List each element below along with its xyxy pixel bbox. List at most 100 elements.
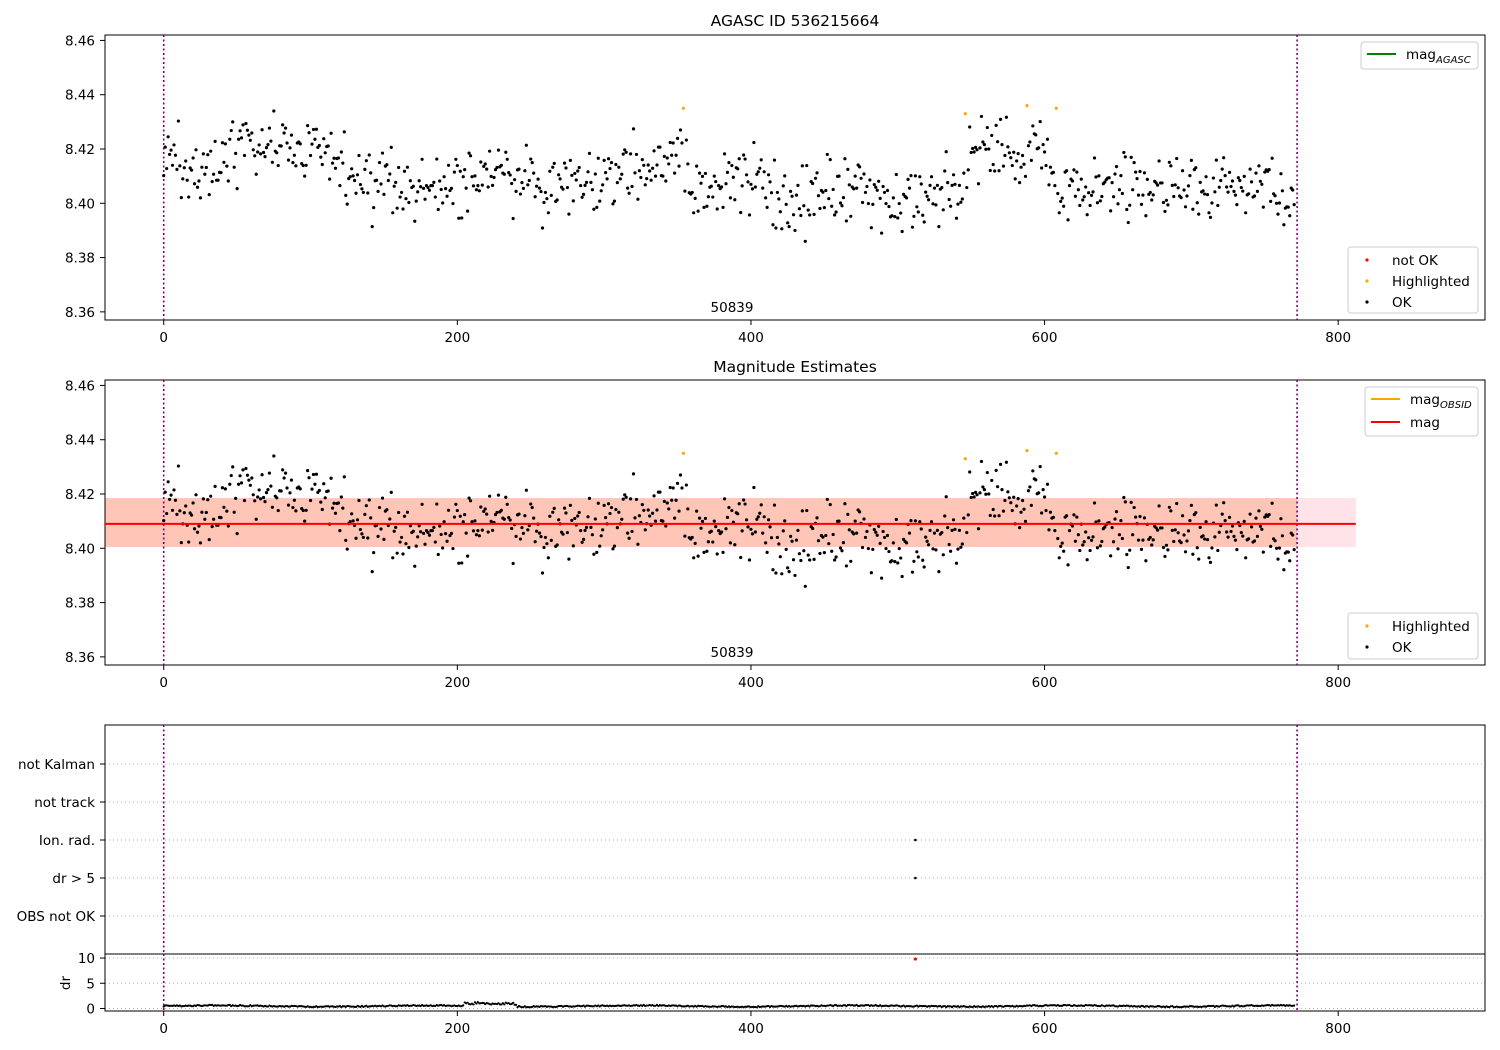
ok-point (1286, 205, 1290, 209)
ok-point (590, 533, 595, 537)
ok-point (311, 127, 316, 132)
ok-point (389, 490, 393, 494)
ok-point (1120, 191, 1124, 196)
ok-point (1060, 541, 1064, 545)
ok-point (586, 515, 590, 519)
estimates-y-tick-label: 8.44 (65, 433, 95, 449)
ok-point (727, 160, 731, 165)
ok-point (1031, 469, 1035, 473)
ok-point (1236, 176, 1240, 180)
agasc-point-legend: not OK Highlighted OK (1347, 246, 1479, 314)
ok-point (652, 494, 656, 498)
ok-point (787, 570, 791, 574)
ok-point (529, 157, 533, 161)
ok-point (332, 501, 336, 505)
estimates-x-tick-label: 200 (444, 675, 470, 691)
ok-point (419, 530, 423, 534)
ok-point (721, 550, 725, 554)
ok-point (849, 559, 853, 563)
ok-point (714, 524, 718, 529)
ok-point (1031, 124, 1035, 128)
ok-point (1007, 496, 1011, 500)
ok-point (639, 175, 643, 180)
estimates-x-tick-label: 400 (738, 675, 764, 691)
ok-point (947, 197, 951, 202)
ok-point (1244, 211, 1248, 215)
ok-point (1273, 539, 1277, 543)
ok-point (975, 148, 979, 152)
ok-point (225, 164, 229, 168)
ok-point (239, 481, 244, 485)
ok-point (212, 517, 216, 521)
ok-point (940, 185, 944, 190)
ok-point (962, 171, 966, 175)
ok-point (455, 508, 459, 513)
ok-point (414, 544, 418, 548)
ok-point (179, 195, 183, 200)
ok-point (1148, 535, 1152, 540)
ok-point (480, 183, 484, 187)
ok-point (764, 541, 768, 545)
ok-point (601, 528, 605, 532)
dr-outlier-point (913, 957, 917, 961)
ok-point (1001, 509, 1006, 513)
ok-point (783, 519, 787, 523)
ok-point (1022, 162, 1026, 166)
ok-point (894, 517, 898, 522)
ok-point (570, 173, 574, 177)
ok-point (201, 497, 205, 501)
ok-point (794, 538, 799, 542)
ok-point (446, 163, 451, 167)
ok-point (615, 526, 619, 530)
ok-point (1170, 528, 1174, 532)
ok-point (1241, 189, 1245, 193)
ok-point (1010, 163, 1014, 168)
ok-point (303, 174, 307, 178)
ok-point (827, 197, 831, 201)
ok-point (568, 158, 572, 162)
dr-point (228, 1003, 231, 1007)
ok-point (457, 216, 461, 220)
ok-point (602, 503, 606, 507)
ok-point (235, 532, 239, 536)
ok-point (890, 559, 894, 563)
ok-point (234, 151, 238, 155)
dr-point (162, 1005, 165, 1008)
agasc-y-tick-label: 8.40 (65, 196, 95, 212)
ok-point (762, 170, 766, 174)
ok-point (502, 517, 506, 521)
ok-point (1047, 183, 1051, 187)
highlighted-point (1025, 448, 1029, 453)
agasc-y-tick-label: 8.42 (65, 142, 95, 158)
ok-point (526, 183, 530, 187)
ok-point (421, 531, 426, 535)
ok-point (558, 177, 562, 181)
ok-point (319, 500, 323, 504)
ok-point (692, 211, 696, 215)
ok-point (397, 510, 401, 515)
ok-point (571, 544, 575, 548)
ok-point (852, 532, 856, 536)
ok-point (1203, 192, 1207, 196)
ok-point (874, 185, 878, 189)
ok-point (1169, 509, 1173, 513)
ok-point (333, 166, 338, 170)
ok-point (722, 497, 727, 501)
ok-point (1091, 535, 1095, 539)
ok-point (220, 486, 225, 490)
ok-point (533, 540, 537, 544)
ok-point (825, 152, 829, 157)
ok-point (540, 226, 545, 230)
ok-point (182, 511, 186, 515)
ok-point (909, 519, 913, 523)
ok-point (646, 508, 650, 512)
ok-point (997, 514, 1001, 518)
ok-point (518, 192, 523, 196)
ok-point (360, 532, 364, 536)
ok-point (605, 177, 609, 181)
ok-point (890, 214, 894, 218)
ok-point (405, 165, 410, 169)
ok-point (348, 175, 352, 179)
ok-point (1249, 180, 1254, 184)
ok-point (827, 542, 831, 546)
